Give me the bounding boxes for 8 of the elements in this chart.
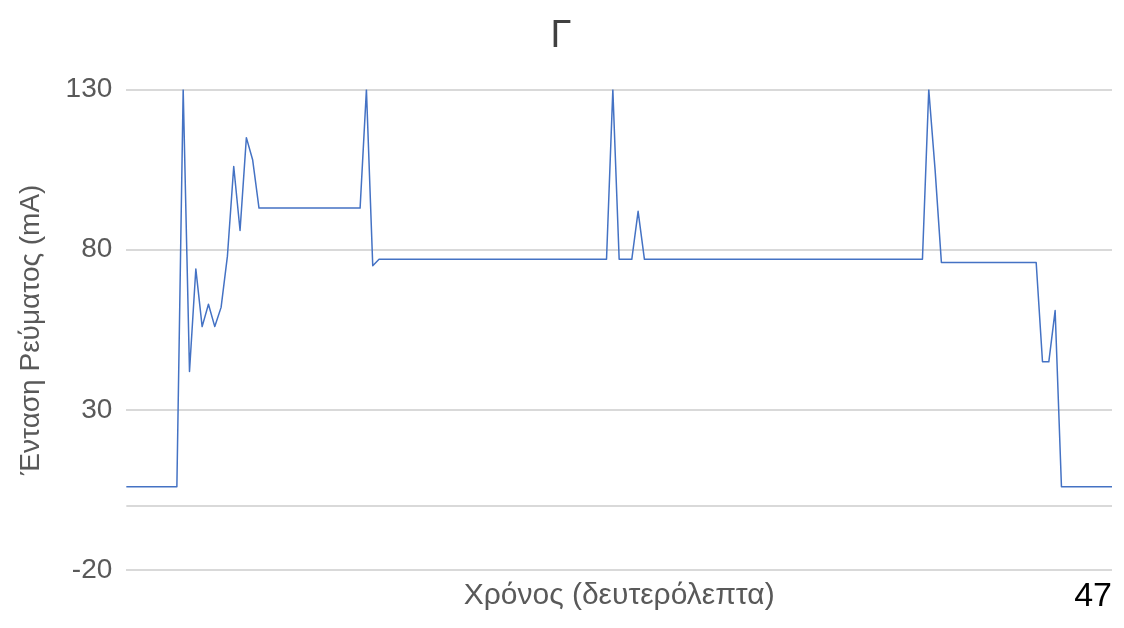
y-axis-title: Ένταση Ρεύματος (mA): [13, 184, 45, 476]
y-tick-label: 30: [81, 392, 113, 424]
x-axis-title: Χρόνος (δευτερόλεπτα): [463, 577, 775, 611]
y-tick-label: -20: [71, 552, 113, 584]
chart-title: Γ: [550, 13, 572, 56]
text: 47: [1074, 575, 1112, 614]
y-tick-label: 80: [81, 232, 113, 264]
y-tick-label: 130: [65, 72, 113, 104]
